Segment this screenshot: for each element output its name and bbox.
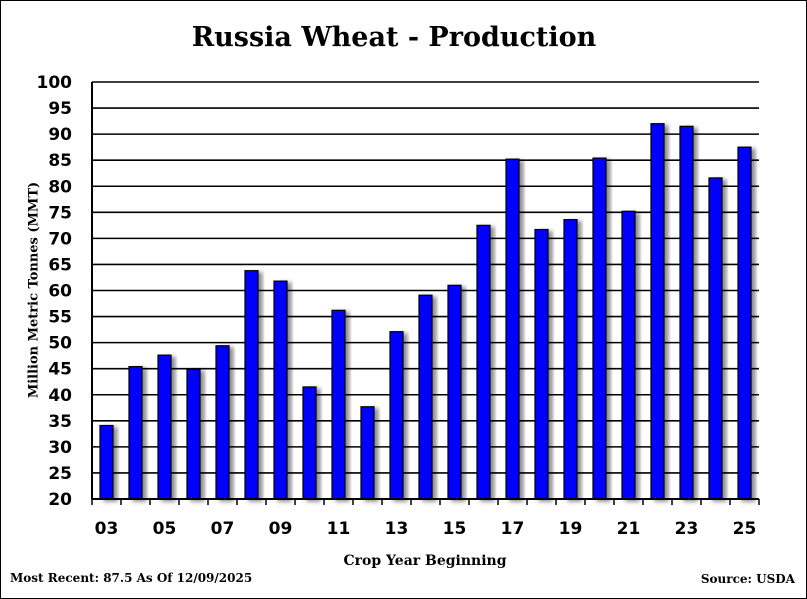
x-tick-label: 25 bbox=[733, 519, 757, 539]
axes bbox=[91, 82, 760, 505]
y-tick-label: 100 bbox=[37, 73, 73, 93]
bar-13 bbox=[389, 331, 404, 500]
y-tick-label: 35 bbox=[48, 412, 72, 432]
y-tick-label: 85 bbox=[48, 151, 72, 171]
bar-08 bbox=[244, 270, 259, 500]
x-tick-label: 13 bbox=[385, 519, 409, 539]
bar-20 bbox=[592, 157, 607, 500]
x-tick-label: 05 bbox=[153, 519, 177, 539]
bar-25 bbox=[737, 146, 752, 500]
bar-17 bbox=[505, 158, 520, 500]
bar-03 bbox=[99, 424, 114, 500]
bars bbox=[99, 123, 752, 500]
y-tick-label: 25 bbox=[48, 464, 72, 484]
bar-21 bbox=[621, 210, 636, 500]
y-tick-label: 30 bbox=[48, 438, 72, 458]
bar-22 bbox=[650, 123, 665, 500]
bar-15 bbox=[447, 284, 462, 500]
bar-24 bbox=[708, 177, 723, 500]
bar-10 bbox=[302, 386, 317, 500]
bar-04 bbox=[128, 366, 143, 500]
y-tick-label: 55 bbox=[48, 308, 72, 328]
bar-19 bbox=[563, 219, 578, 500]
bar-14 bbox=[418, 294, 433, 500]
y-tick-label: 70 bbox=[48, 229, 72, 249]
y-tick-label: 90 bbox=[48, 125, 72, 145]
bar-06 bbox=[186, 368, 201, 500]
x-tick-label: 15 bbox=[443, 519, 467, 539]
bar-18 bbox=[534, 228, 549, 500]
x-tick-label: 21 bbox=[617, 519, 641, 539]
source-note: Source: USDA bbox=[700, 572, 795, 586]
y-tick-label: 40 bbox=[48, 386, 72, 406]
x-tick-label: 23 bbox=[675, 519, 699, 539]
most-recent-note: Most Recent: 87.5 As Of 12/09/2025 bbox=[10, 571, 253, 585]
x-axis-label: Crop Year Beginning bbox=[343, 553, 507, 569]
bar-23 bbox=[679, 125, 694, 500]
bar-16 bbox=[476, 224, 491, 500]
y-tick-label: 95 bbox=[48, 99, 72, 119]
y-tick-label: 80 bbox=[48, 177, 72, 197]
y-tick-labels: 20 25 30 35 40 45 50 55 60 65 70 75 80 85 90 95 100 bbox=[37, 73, 73, 510]
x-tick-labels: 03 05 07 09 11 13 15 17 19 21 23 25 bbox=[95, 519, 757, 539]
bar-11 bbox=[331, 309, 346, 500]
bar-09 bbox=[273, 280, 288, 500]
x-tick-label: 19 bbox=[559, 519, 583, 539]
chart-title: Russia Wheat - Production bbox=[191, 22, 597, 53]
x-tick-label: 11 bbox=[327, 519, 351, 539]
bar-12 bbox=[360, 406, 375, 500]
x-tick-label: 17 bbox=[501, 519, 525, 539]
bar-05 bbox=[157, 354, 172, 500]
y-tick-label: 50 bbox=[48, 334, 72, 354]
y-tick-label: 20 bbox=[48, 490, 72, 510]
y-tick-label: 65 bbox=[48, 255, 72, 275]
y-tick-label: 45 bbox=[48, 360, 72, 380]
x-tick-label: 09 bbox=[269, 519, 293, 539]
x-tick-label: 03 bbox=[95, 519, 119, 539]
x-tick-label: 07 bbox=[211, 519, 235, 539]
bar-07 bbox=[215, 345, 230, 500]
y-tick-label: 75 bbox=[48, 203, 72, 223]
y-tick-label: 60 bbox=[48, 282, 72, 302]
